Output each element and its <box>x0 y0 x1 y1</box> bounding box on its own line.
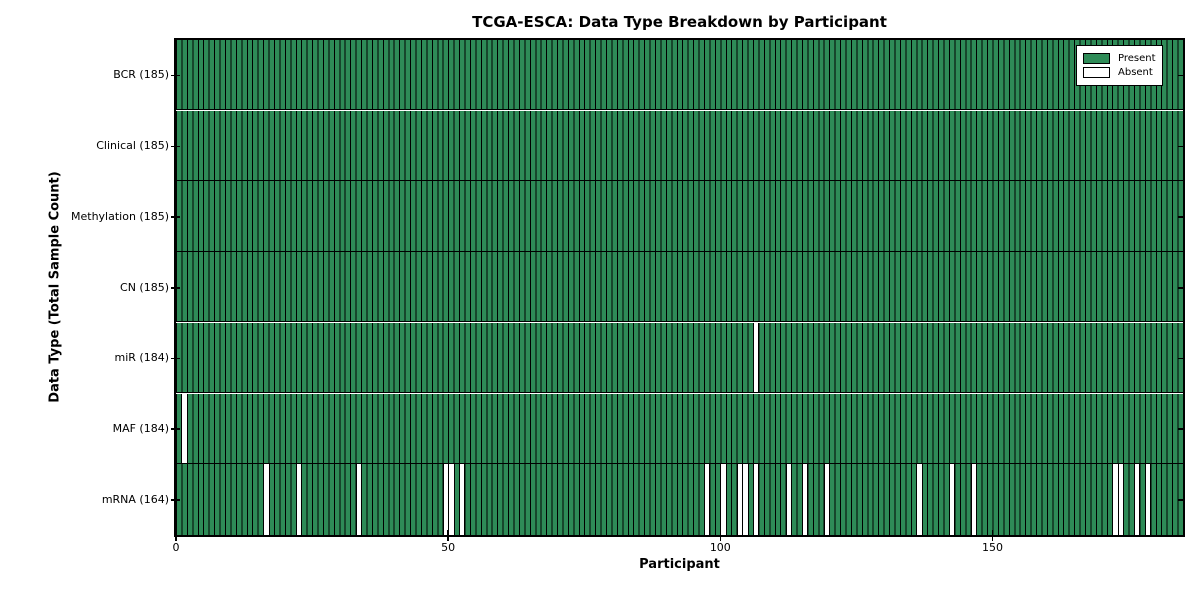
absent-cell-mRNA-176 <box>1134 464 1141 535</box>
heatmap-row-mRNA <box>176 464 1183 535</box>
ytick-mark-right <box>1178 287 1183 289</box>
ytick-mark-left <box>171 499 180 501</box>
absent-cell-mRNA-50 <box>448 464 455 535</box>
xtick-label-100: 100 <box>709 541 731 554</box>
heatmap-row-CN <box>176 252 1183 323</box>
legend-label-absent: Absent <box>1118 67 1153 78</box>
legend-entry-present: Present <box>1083 53 1156 64</box>
absent-cell-mRNA-136 <box>916 464 923 535</box>
legend-label-present: Present <box>1118 53 1156 64</box>
ytick-label-MAF: MAF (184) <box>112 421 169 435</box>
absent-cell-MAF-1 <box>181 393 188 463</box>
absent-cell-mRNA-173 <box>1117 464 1125 535</box>
ytick-mark-left <box>171 287 180 289</box>
chart-title: TCGA-ESCA: Data Type Breakdown by Partic… <box>472 13 887 31</box>
xtick-mark <box>175 530 177 541</box>
xtick-mark <box>719 530 722 541</box>
absent-cell-mRNA-146 <box>970 464 978 535</box>
ytick-mark-right <box>1178 145 1183 148</box>
heatmap-row-miR <box>176 322 1183 394</box>
xtick-label-150: 150 <box>981 541 1003 554</box>
ytick-label-mRNA: mRNA (164) <box>101 492 169 506</box>
plot-area <box>174 38 1185 537</box>
absent-cell-mRNA-22 <box>295 464 303 535</box>
absent-swatch-icon <box>1083 67 1110 78</box>
ytick-mark-left <box>171 145 180 148</box>
ytick-label-CN: CN (185) <box>120 280 169 294</box>
absent-cell-mRNA-52 <box>459 464 466 535</box>
absent-cell-mRNA-119 <box>823 464 831 535</box>
ytick-label-Clinical: Clinical (185) <box>96 139 169 153</box>
absent-cell-mRNA-178 <box>1144 464 1152 535</box>
absent-cell-mRNA-106 <box>752 464 760 535</box>
absent-cell-mRNA-33 <box>355 464 363 535</box>
x-axis-label: Participant <box>639 557 720 572</box>
ytick-label-miR: miR (184) <box>114 351 170 365</box>
absent-cell-mRNA-142 <box>948 464 956 535</box>
legend-entry-absent: Absent <box>1083 67 1156 78</box>
heatmap-row-Clinical <box>176 110 1183 181</box>
ytick-mark-right <box>1178 216 1183 218</box>
absent-cell-miR-106 <box>752 322 760 393</box>
ytick-mark-right <box>1178 74 1183 77</box>
ytick-mark-left <box>171 428 180 430</box>
ytick-mark-left <box>171 74 180 77</box>
ytick-label-Methylation: Methylation (185) <box>71 209 169 223</box>
ytick-mark-left <box>171 216 180 218</box>
ytick-mark-left <box>171 357 180 360</box>
xtick-mark <box>991 530 994 541</box>
present-swatch-icon <box>1083 53 1110 64</box>
legend: Present Absent <box>1076 45 1163 86</box>
absent-cell-mRNA-16 <box>263 464 270 535</box>
heatmap-row-MAF <box>176 393 1183 464</box>
ytick-mark-right <box>1178 357 1183 360</box>
absent-cell-mRNA-104 <box>742 464 749 535</box>
heatmap-row-BCR <box>176 40 1183 111</box>
xtick-label-50: 50 <box>441 541 456 554</box>
ytick-mark-right <box>1178 428 1183 430</box>
xtick-label-0: 0 <box>172 541 180 554</box>
xtick-mark <box>447 530 449 541</box>
heatmap-row-Methylation <box>176 181 1183 252</box>
absent-cell-mRNA-115 <box>801 464 809 535</box>
absent-cell-mRNA-100 <box>720 464 727 535</box>
absent-cell-mRNA-97 <box>703 464 711 535</box>
ytick-mark-right <box>1178 499 1183 501</box>
absent-cell-mRNA-112 <box>785 464 793 535</box>
ytick-label-BCR: BCR (185) <box>113 68 169 82</box>
